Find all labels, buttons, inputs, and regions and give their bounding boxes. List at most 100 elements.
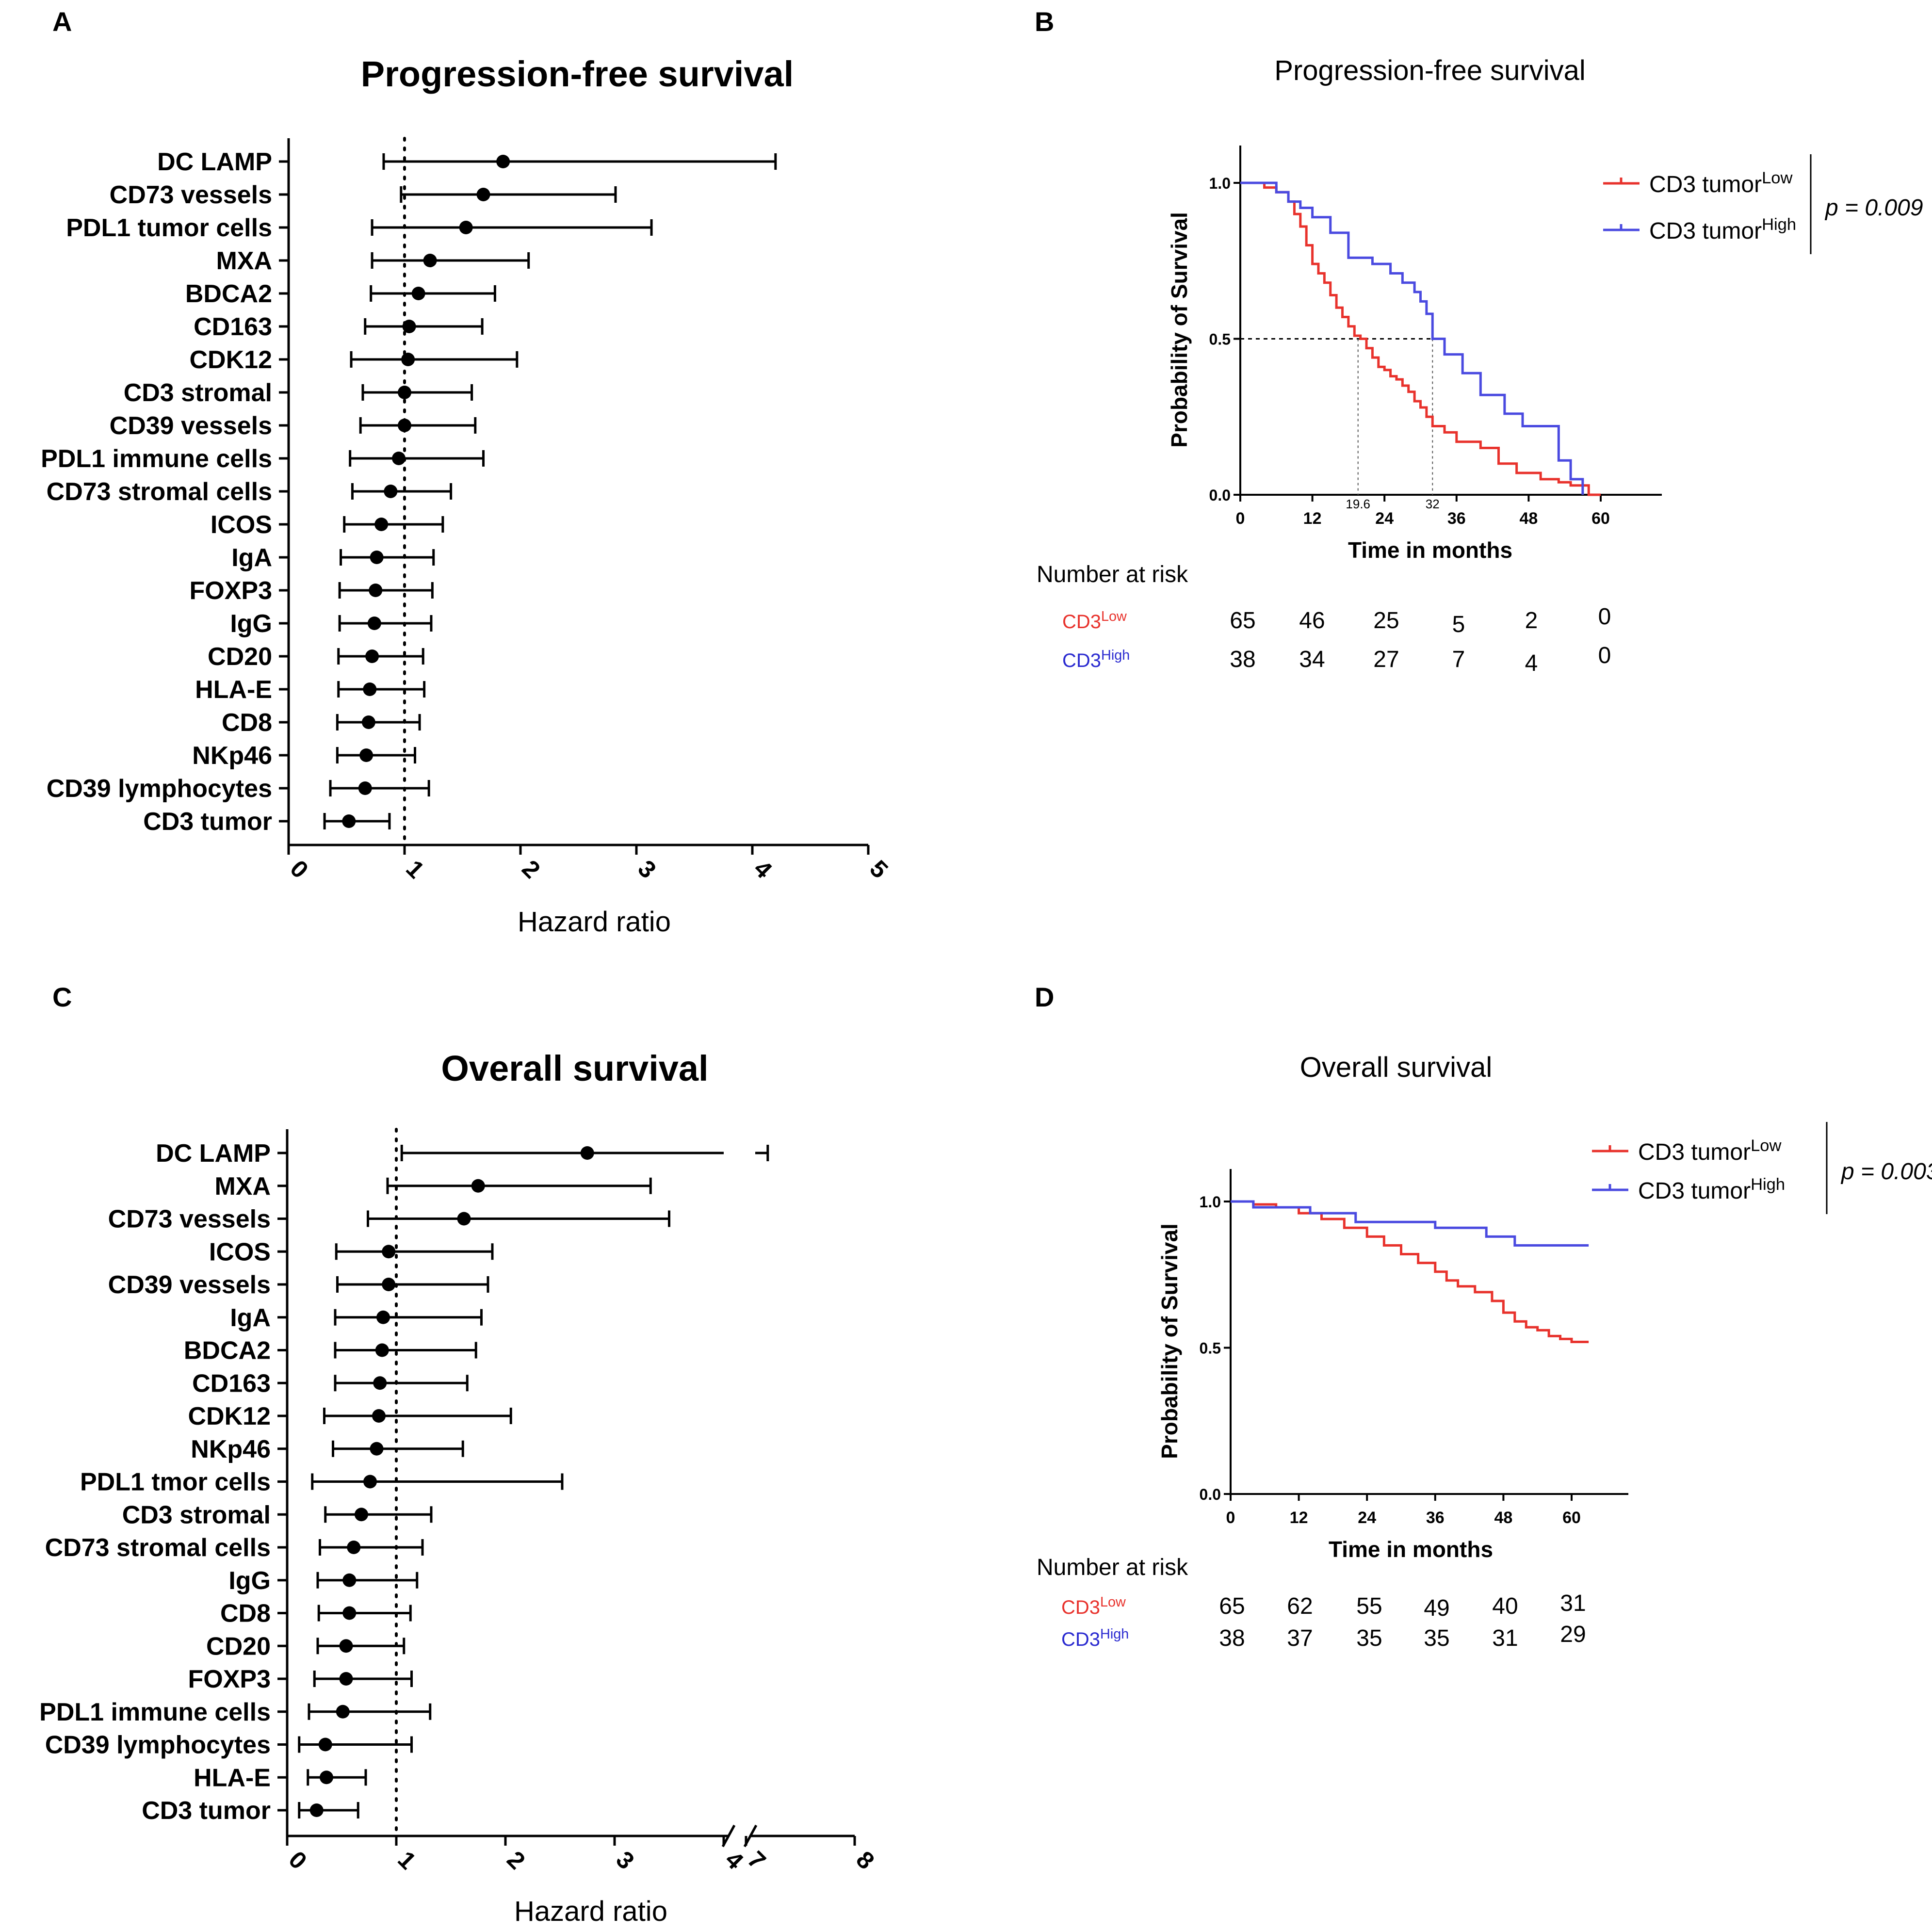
panel-c-row-label: FOXP3 [188,1665,271,1693]
panel-a-row-label: CD73 stromal cells [47,478,272,506]
panel-c-hazard-ratio-point [320,1770,333,1785]
panel-c-x-tick-label: 4 [720,1846,748,1874]
panel-b-survival-curve-high [1240,181,1584,495]
panel-c-hazard-ratio-point [372,1409,386,1423]
panel-c-row-label: ICOS [209,1238,271,1266]
panel-a-row-label: CDK12 [190,346,273,374]
panel-a-hazard-ratio-point [370,551,384,564]
panel-a-hazard-ratio-point [402,320,416,333]
panel-a-row-label: DC LAMP [157,148,272,176]
panel-d-risk-row-label-sup: High [1100,1626,1129,1642]
panel-a-row-label: CD163 [194,313,272,341]
panel-a-x-tick-label: 0 [285,855,313,883]
panel-d-km-plot: Overall survival 0 12 24 36 48 60 0.0 0.5 1.0 Time… [1037,1052,1932,1651]
panel-b-x-tick-label: 0 [1236,509,1245,528]
panel-letter-c: C [52,982,72,1012]
panel-a-x-axis-label: Hazard ratio [518,906,671,938]
panel-d-risk-row-label-base: CD3 [1061,1629,1100,1650]
panel-b-risk-count: 7 [1452,647,1465,672]
panel-a-hazard-ratio-point [411,287,425,300]
panel-c-row-label: HLA-E [194,1764,271,1792]
panel-a-hazard-ratio-point [392,452,406,465]
panel-b-risk-row-label-sup: High [1101,648,1130,663]
panel-b-risk-count: 65 [1230,608,1255,633]
panel-b-x-tick-label: 24 [1375,509,1394,528]
panel-d-y-axis-label: Probability of Survival [1157,1223,1182,1459]
panel-b-legend-label-sup: Low [1762,169,1793,187]
panel-c-hazard-ratio-point [382,1278,396,1291]
panel-a-row-label: FOXP3 [190,577,273,605]
panel-a-row-label: CD39 lymphocytes [47,775,272,803]
panel-c-hazard-ratio-point [375,1343,389,1357]
panel-d-risk-count: 31 [1492,1625,1518,1651]
panel-b-risk-count: 38 [1230,647,1255,672]
panel-c-x-tick-label: 3 [611,1846,639,1874]
panel-a-row-label: CD8 [222,709,272,737]
panel-c-hazard-ratio-point [339,1672,353,1686]
panel-a-hazard-ratio-point [398,419,411,432]
panel-d-p-value: p = 0.003 [1840,1159,1932,1185]
panel-c-row-label: CD3 stromal [122,1501,271,1529]
panel-a-row-label: CD3 tumor [143,808,272,836]
panel-d-risk-count: 38 [1219,1625,1245,1651]
panel-a-row-label: CD73 vessels [110,181,272,209]
panel-a-hazard-ratio-point [423,254,437,267]
panel-b-legend-label-base: CD3 tumor [1649,218,1762,244]
panel-a-x-tick-label: 3 [633,855,661,883]
panel-b-x-tick-label: 60 [1591,509,1610,528]
panel-a-hazard-ratio-point [476,188,490,201]
panel-b-survival-curve-low [1240,181,1601,496]
plots-layer: Progression-free survival 0 1 2 3 4 5 Hazard ra… [39,54,1932,1927]
panel-d-legend-label-sup: Low [1751,1136,1782,1155]
panel-c-hazard-ratio-point [382,1245,396,1259]
panel-b-risk-count: 27 [1373,647,1399,672]
panel-b-risk-row-label: CD3Low [1062,609,1127,633]
panel-b-x-axis-label: Time in months [1348,537,1512,563]
panel-d-risk-count: 65 [1219,1593,1245,1619]
panel-b-risk-count: 0 [1598,643,1611,668]
panel-a-x-tick-label: 4 [748,855,777,883]
panel-c-x-tick-label: 8 [851,1846,879,1874]
panel-c-title: Overall survival [441,1048,708,1088]
panel-c-row-label: IgG [228,1567,271,1595]
panel-c-hazard-ratio-point [373,1376,387,1390]
panel-c-x-tick-label: 0 [283,1846,312,1874]
panel-d-y-tick-label: 1.0 [1200,1193,1221,1211]
panel-c-hazard-ratio-point [376,1310,390,1324]
panel-a-row-label: BDCA2 [185,280,272,308]
panel-d-legend-label: CD3 tumorHigh [1638,1175,1785,1204]
panel-d-risk-count: 40 [1492,1593,1518,1619]
panel-c-hazard-ratio-point [457,1212,471,1226]
panel-b-y-tick-label: 0.5 [1209,331,1231,348]
panel-c-row-label: NKp46 [191,1435,271,1463]
panel-b-risk-count: 0 [1598,604,1611,630]
panel-a-x-tick-label: 5 [864,855,893,883]
panel-c-hazard-ratio-point [363,1475,377,1489]
panel-d-legend-label: CD3 tumorLow [1638,1136,1782,1165]
panel-d-legend-label-sup: High [1751,1175,1785,1194]
panel-b-title: Progression-free survival [1274,55,1585,86]
panel-d-risk-row-label: CD3Low [1061,1594,1126,1618]
panel-b-risk-table-header: Number at risk [1037,562,1188,587]
panel-b-risk-row-label-base: CD3 [1062,650,1101,671]
panel-c-x-axis-label: Hazard ratio [514,1896,667,1927]
panel-c-hazard-ratio-point [339,1639,353,1653]
panel-d-legend-label-base: CD3 tumor [1638,1139,1751,1165]
panel-b-legend-label-base: CD3 tumor [1649,172,1762,197]
panel-b-risk-count: 2 [1525,608,1538,633]
panel-b-legend-label: CD3 tumorLow [1649,169,1793,197]
panel-a-hazard-ratio-point [384,485,398,498]
panel-a-row-label: ICOS [211,511,272,539]
panel-b-risk-count: 4 [1525,650,1538,676]
panel-d-risk-row-label-base: CD3 [1061,1597,1100,1618]
panel-d-risk-count: 35 [1424,1625,1449,1651]
panel-c-row-label: CDK12 [188,1402,271,1430]
panel-d-risk-count: 31 [1560,1591,1586,1616]
panel-c-forest-plot: Overall survival 0 1 2 3 47 8 Hazard ratio DC LA… [39,1048,879,1927]
panel-a-hazard-ratio-point [367,617,381,630]
panel-c-hazard-ratio-point [336,1705,350,1719]
panel-a-row-label: CD3 stromal [124,379,272,407]
panel-c-x-tick-label: 1 [392,1846,421,1874]
panel-a-hazard-ratio-point [359,748,373,762]
